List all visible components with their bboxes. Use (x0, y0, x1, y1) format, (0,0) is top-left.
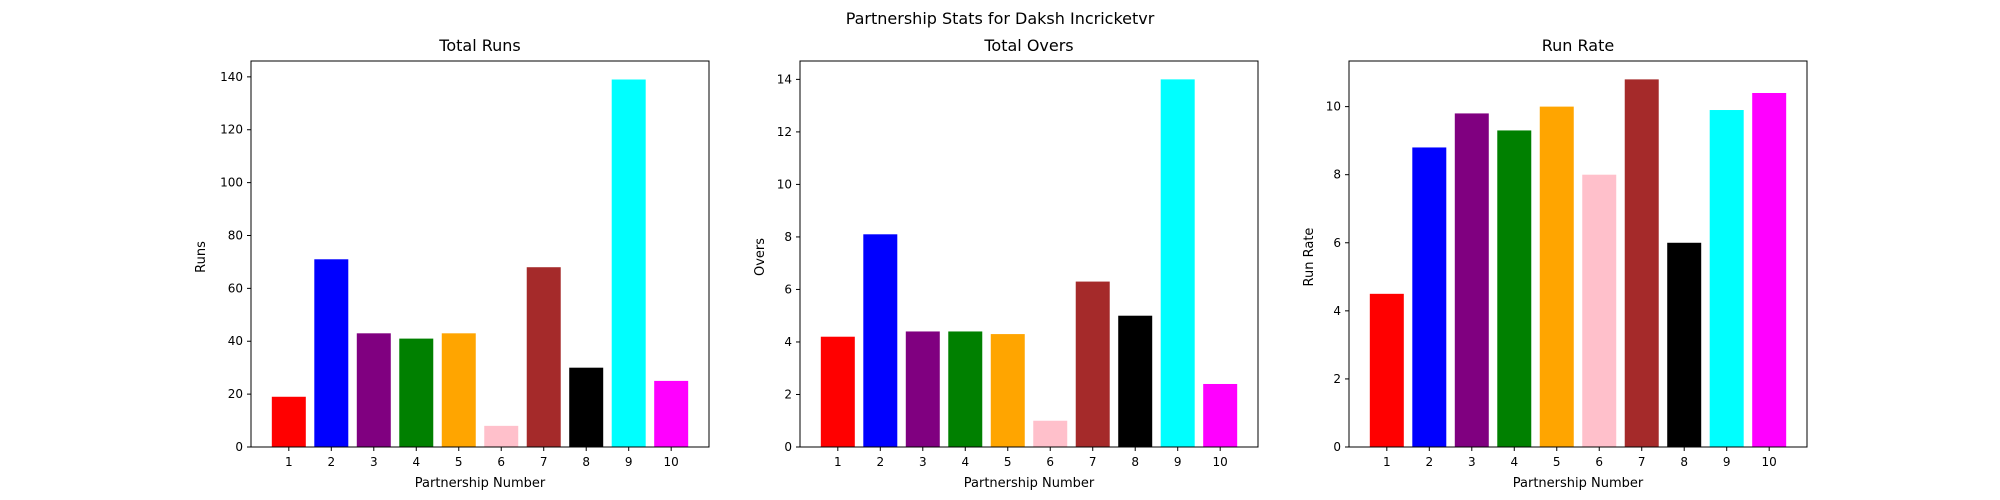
runs-x-tick-label: 9 (625, 455, 633, 469)
runs-x-tick-label: 6 (497, 455, 505, 469)
runs-bar-10 (654, 380, 689, 447)
runs-bar-7 (526, 267, 561, 447)
overs-x-tick-label: 4 (961, 455, 969, 469)
overs-bar-8 (1118, 315, 1153, 447)
overs-y-tick-label: 14 (777, 72, 792, 86)
overs-y-tick-label: 12 (777, 125, 792, 139)
overs-bar-10 (1203, 383, 1238, 447)
runs-y-tick-label: 80 (228, 228, 243, 242)
run-rate-bar-3 (1454, 113, 1489, 448)
overs-x-tick-label: 5 (1004, 455, 1012, 469)
run-rate-panel: Run Rate Partnership Number Run Rate 1 2 3… (1302, 36, 1808, 491)
runs-x-axis-label: Partnership Number (415, 476, 546, 491)
run-rate-bar-5 (1539, 106, 1574, 447)
overs-bar-1 (820, 336, 855, 447)
overs-y-tick-label: 4 (784, 335, 792, 349)
runs-x-tick-label: 2 (327, 455, 335, 469)
overs-y-axis-label: Overs (753, 238, 768, 276)
run-rate-x-tick-label: 8 (1680, 455, 1688, 469)
runs-x-tick-label: 8 (582, 455, 590, 469)
overs-x-tick-label: 1 (834, 455, 842, 469)
run-rate-y-tick-label: 4 (1333, 304, 1341, 318)
overs-x-tick-label: 9 (1174, 455, 1182, 469)
run-rate-y-tick-label: 2 (1333, 372, 1341, 386)
runs-bar-3 (356, 333, 391, 447)
run-rate-y-axis-label: Run Rate (1302, 228, 1317, 287)
runs-x-tick-label: 5 (455, 455, 463, 469)
run-rate-x-tick-label: 1 (1383, 455, 1391, 469)
overs-x-axis-label: Partnership Number (964, 476, 1095, 491)
overs-x-tick-label: 6 (1046, 455, 1054, 469)
overs-axes-frame (799, 60, 1259, 448)
overs-x-tick-label: 7 (1089, 455, 1097, 469)
run-rate-chart-title: Run Rate (1542, 36, 1614, 55)
runs-bar-1 (271, 396, 306, 447)
runs-bar-5 (441, 333, 476, 447)
run-rate-y-tick-label: 6 (1333, 236, 1341, 250)
runs-bar-4 (399, 338, 434, 447)
overs-x-tick-label: 3 (919, 455, 927, 469)
run-rate-bar-6 (1582, 174, 1617, 448)
runs-x-tick-label: 4 (412, 455, 420, 469)
overs-x-tick-label: 8 (1131, 455, 1139, 469)
runs-y-tick-label: 60 (228, 281, 243, 295)
run-rate-x-axis-label: Partnership Number (1513, 476, 1644, 491)
overs-x-tick-label: 2 (876, 455, 884, 469)
runs-panel: Total Runs Partnership Number Runs 1 2 3 4 5… (194, 36, 710, 491)
runs-y-tick-label: 100 (220, 176, 243, 190)
runs-y-tick-label: 0 (235, 440, 243, 454)
overs-bar-4 (948, 331, 983, 447)
runs-bar-6 (484, 425, 519, 447)
overs-bar-7 (1075, 281, 1110, 447)
runs-y-tick-label: 20 (228, 387, 243, 401)
runs-chart-title: Total Runs (438, 36, 520, 55)
run-rate-x-tick-label: 3 (1468, 455, 1476, 469)
overs-bar-2 (863, 234, 898, 447)
runs-y-tick-label: 120 (220, 123, 243, 137)
run-rate-x-tick-label: 9 (1723, 455, 1731, 469)
overs-x-tick-label: 10 (1213, 455, 1228, 469)
run-rate-y-tick-label: 8 (1333, 168, 1341, 182)
runs-x-tick-label: 7 (540, 455, 548, 469)
overs-bar-3 (905, 331, 940, 447)
runs-bar-8 (569, 367, 604, 447)
runs-bar-2 (314, 259, 349, 447)
run-rate-x-tick-label: 6 (1595, 455, 1603, 469)
run-rate-x-tick-label: 5 (1553, 455, 1561, 469)
run-rate-x-tick-label: 2 (1425, 455, 1433, 469)
overs-chart-title: Total Overs (983, 36, 1073, 55)
overs-bar-5 (990, 334, 1025, 447)
runs-x-tick-label: 3 (370, 455, 378, 469)
runs-x-tick-label: 10 (664, 455, 679, 469)
run-rate-y-tick-label: 10 (1326, 100, 1341, 114)
overs-y-tick-label: 0 (784, 440, 792, 454)
runs-bar-9 (611, 79, 646, 448)
run-rate-y-tick-label: 0 (1333, 440, 1341, 454)
runs-axes-frame (250, 60, 710, 448)
overs-y-tick-label: 6 (784, 282, 792, 296)
runs-x-tick-label: 1 (285, 455, 293, 469)
run-rate-x-tick-label: 10 (1762, 455, 1777, 469)
runs-y-tick-label: 140 (220, 70, 243, 84)
run-rate-axes-frame (1348, 60, 1808, 448)
run-rate-x-tick-label: 7 (1638, 455, 1646, 469)
run-rate-bar-8 (1667, 242, 1702, 447)
run-rate-bar-7 (1624, 79, 1659, 447)
overs-bar-9 (1160, 79, 1195, 447)
run-rate-bar-1 (1369, 293, 1404, 447)
figure-title: Partnership Stats for Daksh Incricketvr (846, 9, 1155, 28)
overs-y-tick-label: 10 (777, 177, 792, 191)
runs-y-tick-label: 40 (228, 334, 243, 348)
overs-y-tick-label: 8 (784, 230, 792, 244)
overs-y-tick-label: 2 (784, 387, 792, 401)
run-rate-x-tick-label: 4 (1510, 455, 1518, 469)
overs-bar-6 (1033, 420, 1068, 447)
run-rate-bar-4 (1497, 130, 1532, 447)
runs-y-axis-label: Runs (194, 241, 209, 273)
run-rate-bar-9 (1709, 110, 1744, 448)
run-rate-bar-2 (1412, 147, 1447, 447)
run-rate-bar-10 (1752, 92, 1787, 448)
